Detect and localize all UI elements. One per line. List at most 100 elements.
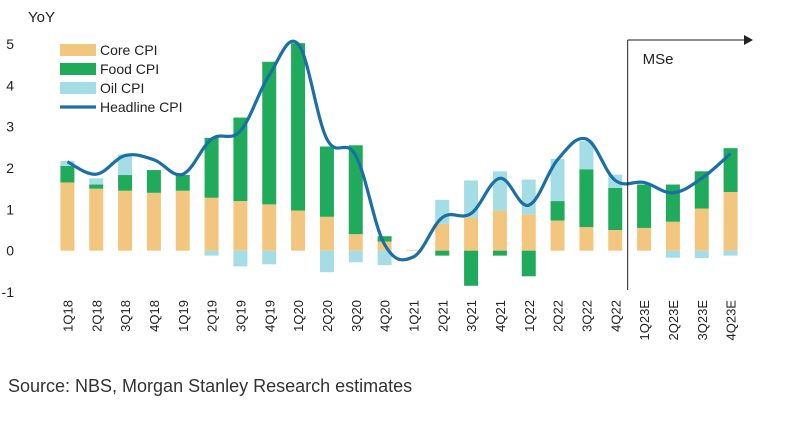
axes: YoY 5 4 3 2 1 0 -1 1Q18 2Q18 3Q18 4Q18 1Q19 2Q19 3Q19 4… [2, 9, 739, 340]
legend-label: Food CPI [100, 61, 159, 77]
bar-core-cpi [608, 230, 623, 251]
y-tick-label: 5 [6, 36, 14, 52]
bar-food-cpi [435, 250, 450, 256]
x-tick-label: 4Q20 [378, 300, 393, 332]
y-tick-label: 1 [6, 201, 14, 217]
bar-food-cpi [608, 187, 623, 230]
x-tick-label: 3Q20 [349, 300, 364, 332]
bar-oil-cpi [723, 250, 738, 256]
bar-oil-cpi [694, 250, 709, 259]
bar-core-cpi [464, 217, 479, 251]
bar-food-cpi [579, 169, 594, 228]
y-axis-title: YoY [28, 9, 55, 26]
x-tick-label: 4Q23E [724, 300, 739, 341]
legend-label: Core CPI [100, 42, 158, 58]
bar-food-cpi [521, 250, 536, 277]
bar-oil-cpi [550, 158, 565, 202]
x-tick-label: 3Q19 [233, 300, 248, 332]
bar-food-cpi [146, 170, 161, 193]
bar-oil-cpi [435, 199, 450, 224]
x-tick-label: 2Q19 [205, 300, 220, 332]
legend-swatch [60, 82, 96, 94]
legend-swatch [60, 44, 96, 56]
bar-core-cpi [89, 188, 104, 251]
legend-label: Headline CPI [100, 99, 183, 115]
bar-food-cpi [204, 137, 219, 198]
bar-oil-cpi [262, 250, 277, 265]
x-tick-label: 2Q22 [551, 300, 566, 332]
bar-core-cpi [435, 223, 450, 251]
x-tick-label: 4Q19 [262, 300, 277, 332]
bar-core-cpi [579, 227, 594, 251]
bar-core-cpi [175, 190, 190, 251]
bar-core-cpi [262, 204, 277, 251]
x-tick-label: 3Q23E [695, 300, 710, 341]
x-tick-label: 2Q21 [435, 300, 450, 332]
x-tick-label: 3Q18 [118, 300, 133, 332]
forecast-arrow-head [744, 35, 753, 45]
bar-oil-cpi [579, 141, 594, 170]
bar-food-cpi [89, 184, 104, 189]
bar-core-cpi [665, 221, 680, 251]
x-tick-label: 1Q23E [637, 300, 652, 341]
bar-food-cpi [291, 43, 306, 211]
y-tick-label: -1 [2, 284, 15, 300]
bar-core-cpi [146, 192, 161, 251]
bar-oil-cpi [89, 178, 104, 185]
bar-food-cpi [550, 201, 565, 221]
headline-cpi-line [66, 39, 732, 262]
bar-core-cpi [492, 210, 507, 251]
bar-oil-cpi [665, 250, 680, 258]
bar-core-cpi [550, 220, 565, 251]
x-tick-label: 4Q21 [493, 300, 508, 332]
x-tick-label: 1Q18 [60, 300, 75, 332]
x-tick-label: 3Q21 [464, 300, 479, 332]
bar-oil-cpi [204, 250, 219, 256]
x-tick-label: 1Q21 [406, 300, 421, 332]
bar-food-cpi [665, 184, 680, 222]
bar-food-cpi [637, 184, 652, 228]
legend-swatch [60, 63, 96, 75]
bar-core-cpi [233, 201, 248, 251]
bar-food-cpi [319, 146, 334, 217]
bar-core-cpi [406, 249, 421, 251]
bar-food-cpi [492, 250, 507, 256]
headline-line-layer [66, 39, 732, 262]
x-tick-label: 2Q23E [666, 300, 681, 341]
legend: Core CPI Food CPI Oil CPI Headline CPI [60, 42, 183, 115]
bar-core-cpi [521, 214, 536, 251]
bar-core-cpi [291, 210, 306, 251]
bar-food-cpi [723, 148, 738, 192]
bar-core-cpi [723, 191, 738, 251]
bar-oil-cpi [521, 179, 536, 215]
x-tick-label: 1Q20 [291, 300, 306, 332]
y-tick-label: 4 [6, 77, 14, 93]
bar-food-cpi [175, 175, 190, 191]
bar-food-cpi [464, 250, 479, 286]
bar-core-cpi [637, 227, 652, 251]
bar-core-cpi [204, 197, 219, 251]
bar-food-cpi [233, 117, 248, 202]
x-tick-label: 1Q19 [176, 300, 191, 332]
bar-oil-cpi [348, 250, 363, 263]
bar-core-cpi [60, 182, 75, 251]
cpi-chart: YoY 5 4 3 2 1 0 -1 1Q18 2Q18 3Q18 4Q18 1Q19 2Q19 3Q19 4… [2, 9, 753, 340]
x-tick-label: 1Q22 [522, 300, 537, 332]
y-tick-label: 0 [6, 243, 14, 259]
bar-core-cpi [118, 190, 133, 251]
bar-food-cpi [377, 236, 392, 242]
bar-oil-cpi [319, 250, 334, 273]
bar-oil-cpi [377, 250, 392, 266]
bar-core-cpi [694, 208, 709, 251]
legend-label: Oil CPI [100, 80, 144, 96]
forecast-label: MSe [643, 51, 674, 68]
forecast-annotation: MSe [627, 35, 753, 290]
x-tick-label: 4Q18 [147, 300, 162, 332]
y-tick-label: 2 [6, 160, 14, 176]
bar-food-cpi [118, 175, 133, 191]
bar-core-cpi [319, 216, 334, 251]
bar-food-cpi [262, 61, 277, 205]
bar-core-cpi [348, 234, 363, 251]
x-tick-label: 2Q18 [89, 300, 104, 332]
x-tick-label: 4Q22 [608, 300, 623, 332]
